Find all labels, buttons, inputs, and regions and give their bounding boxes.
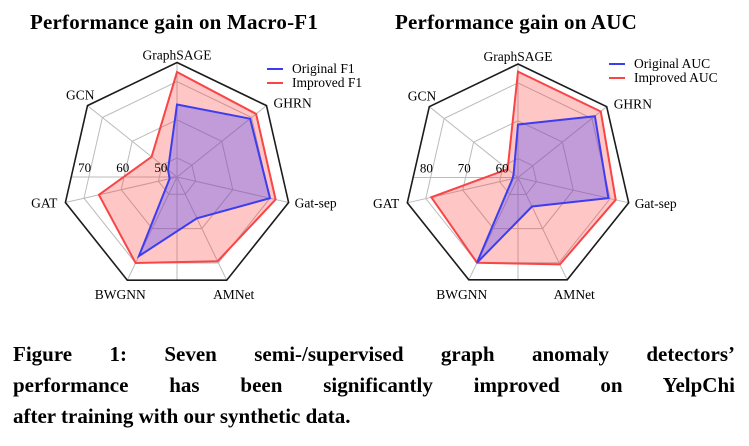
caption-line-3: after training with our synthetic data. [13,404,351,428]
axis-label-gat: GAT [31,196,58,211]
legend-macro-f1: Original F1 Improved F1 [267,62,362,90]
caption-line-2: performance has been significantly impro… [13,373,735,397]
axis-label-bwgnn: BWGNN [436,287,487,302]
axis-label-gat: GAT [373,196,400,211]
grid-spoke-gat [407,177,519,204]
legend-item-improved-auc: Improved AUC [609,71,718,84]
legend-item-improved-f1: Improved F1 [267,76,362,89]
chart-frame [406,63,630,281]
grid-spoke-gcn [428,106,519,178]
axis-label-gcn: GCN [66,88,95,103]
caption-line-1: Figure 1: Seven semi-/supervised graph a… [13,342,735,366]
axis-label-graphsage: GraphSAGE [143,48,212,63]
axis-label-gat-sep: Gat-sep [635,196,677,211]
figure-caption: Figure 1: Seven semi-/supervised graph a… [13,339,735,432]
tick-label-60: 60 [496,161,509,176]
series-polygon-original-f1 [136,103,272,259]
original-line-swatch [267,67,283,70]
tick-label-70: 70 [78,160,91,175]
improved-line-swatch [267,81,283,84]
grid-spoke-gat [65,176,178,203]
chart-title-auc: Performance gain on AUC [395,10,637,34]
original-line-swatch [609,62,625,65]
tick-label-60: 60 [116,160,129,175]
tick-label-70: 70 [458,161,471,176]
improved-line-swatch [609,76,625,79]
grid-spoke-ghrn [517,106,608,178]
axis-label-amnet: AMNet [213,287,254,302]
grid-spoke-amnet [176,176,228,281]
axis-label-graphsage: GraphSAGE [484,49,553,64]
chart-frame [64,61,290,282]
legend-label: Improved AUC [634,70,718,85]
grid-spoke-amnet [517,177,568,281]
axis-label-ghrn: GHRN [614,97,653,112]
radar-charts-canvas: GraphSAGE GHRN Gat-sep AMNet BWGNN GAT GCN 50 60… [31,48,677,303]
grid-spoke-ghrn [176,105,267,178]
legend-label: Original AUC [634,56,711,71]
legend-label: Original F1 [292,61,355,76]
axis-label-ghrn: GHRN [274,96,313,111]
tick-label-80: 80 [420,161,433,176]
axis-label-amnet: AMNet [554,287,595,302]
legend-item-original-auc: Original AUC [609,57,718,70]
chart-title-macro-f1: Performance gain on Macro-F1 [29,10,319,34]
legend-auc: Original AUC Improved AUC [609,57,718,85]
grid-spoke-gcn [87,105,178,178]
axis-label-gcn: GCN [408,89,437,104]
series-polygon-improved-f1 [97,70,277,265]
legend-label: Improved F1 [292,75,363,90]
legend-item-original-f1: Original F1 [267,62,362,75]
series-polygon-original-auc [476,115,610,264]
tick-label-50: 50 [154,160,167,175]
axis-label-gat-sep: Gat-sep [295,196,337,211]
grid-spoke-gat-sep [517,177,629,204]
axis-label-bwgnn: BWGNN [95,287,146,302]
